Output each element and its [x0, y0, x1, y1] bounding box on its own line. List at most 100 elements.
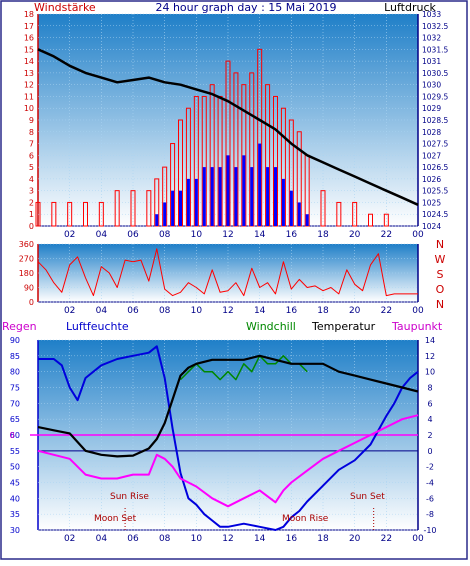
- y-left-tick-label: 85: [10, 352, 20, 361]
- y-left-tick-label: 12: [24, 81, 34, 90]
- y-left-tick-label: 10: [24, 104, 34, 113]
- compass-label: S: [437, 268, 444, 281]
- y-right-tick-label: 1028: [422, 128, 441, 137]
- y-right-tick-label: -8: [426, 510, 434, 519]
- y-left-tick-label: 13: [24, 69, 34, 78]
- y-right-tick-label: -4: [426, 479, 434, 488]
- windchill-line: [179, 355, 308, 381]
- y-left-tick-label: 15: [24, 45, 34, 54]
- gust-bar: [171, 190, 175, 226]
- y-left-tick-label: 16: [24, 34, 34, 43]
- x-tick-label: 16: [286, 534, 298, 544]
- x-tick-label: 22: [381, 306, 392, 316]
- gust-bar: [202, 167, 206, 226]
- y-right-tick-label: 1026.5: [422, 163, 448, 172]
- y-left-tick-label: 0: [29, 222, 34, 231]
- rain-zero-label: 0: [9, 431, 14, 440]
- y-right-tick-label: 12: [425, 352, 435, 361]
- x-tick-label: 18: [317, 230, 329, 240]
- y-left-tick-label: 45: [10, 479, 20, 488]
- x-tick-label: 12: [222, 534, 233, 544]
- header-right-label: Luftdruck: [384, 1, 436, 14]
- gust-bar: [242, 155, 246, 226]
- wind-bar: [35, 201, 41, 227]
- gust-bar: [258, 143, 262, 226]
- gust-bar: [226, 155, 230, 226]
- wind-bar: [352, 201, 358, 227]
- y-left-tick-label: 14: [24, 57, 34, 66]
- header-left-label: Windstärke: [34, 1, 96, 14]
- y-left-tick-label: 4: [29, 175, 34, 184]
- temperature-line: [37, 354, 419, 458]
- y-left-tick-label: 35: [10, 510, 20, 519]
- y-left-tick-label: 75: [10, 384, 20, 393]
- panel-temperature-humidity: 02 04 06 08 10 12 14 16 18 20 22 003035404550556065…: [9, 336, 436, 544]
- wind-bar: [83, 201, 88, 227]
- y-left-tick-label: 90: [10, 336, 20, 345]
- x-tick-label: 02: [64, 230, 75, 240]
- x-tick-label: 04: [96, 230, 108, 240]
- y-right-tick-label: 4: [427, 415, 432, 424]
- y-right-tick-label: 1028.5: [422, 116, 448, 125]
- x-tick-label: 08: [159, 306, 171, 316]
- compass-label: N: [436, 238, 444, 251]
- y-left-tick-label: 0: [29, 298, 34, 307]
- y-right-tick-label: 1032.5: [422, 22, 448, 31]
- y-right-tick-label: 1026: [422, 175, 441, 184]
- x-tick-label: 02: [64, 306, 75, 316]
- y-left-tick-label: 8: [29, 128, 34, 137]
- y-right-tick-label: 1033: [422, 10, 441, 19]
- x-tick-label: 10: [191, 230, 203, 240]
- gust-bar: [234, 167, 238, 226]
- wind-bar: [383, 213, 389, 227]
- y-left-tick-label: 1: [29, 210, 34, 219]
- x-tick-label: 20: [349, 534, 361, 544]
- y-right-tick-label: 1029.5: [422, 92, 448, 101]
- y-right-tick-label: 0: [427, 447, 432, 456]
- wind-bar: [130, 190, 136, 227]
- x-tick-label: 10: [191, 534, 203, 544]
- legend-dewpoint: Taupunkt: [391, 320, 443, 333]
- wind-bar: [98, 201, 104, 227]
- gust-bar: [179, 190, 182, 226]
- y-right-tick-label: -6: [426, 494, 434, 503]
- y-left-tick-label: 90: [24, 284, 34, 293]
- y-left-tick-label: 5: [29, 163, 34, 172]
- x-tick-label: 04: [96, 306, 108, 316]
- x-tick-label: 16: [286, 306, 298, 316]
- wind-bar: [336, 201, 342, 227]
- y-right-tick-label: -10: [423, 526, 436, 535]
- y-right-tick-label: 1024.5: [422, 210, 448, 219]
- y-right-tick-label: 1025: [422, 198, 441, 207]
- y-right-tick-label: 10: [425, 368, 435, 377]
- y-left-tick-label: 17: [24, 22, 34, 31]
- y-right-tick-label: 1027.5: [422, 140, 448, 149]
- y-right-tick-label: 2: [427, 431, 432, 440]
- y-left-tick-label: 50: [10, 463, 20, 472]
- x-tick-label: 06: [127, 534, 139, 544]
- y-right-tick-label: 1025.5: [422, 187, 448, 196]
- x-tick-label: 08: [159, 534, 171, 544]
- gust-bar: [289, 190, 293, 226]
- wind-bar: [114, 190, 120, 227]
- y-left-tick-label: 180: [19, 269, 34, 278]
- pressure-line: [37, 48, 419, 206]
- gust-bar: [155, 214, 159, 226]
- y-right-tick-label: 1027: [422, 151, 441, 160]
- gust-bar: [250, 167, 254, 226]
- y-left-tick-label: 18: [24, 10, 34, 19]
- y-right-tick-label: 1024: [422, 222, 441, 231]
- y-left-tick-label: 270: [19, 255, 34, 264]
- y-left-tick-label: 6: [29, 151, 34, 160]
- gust-bar: [274, 167, 277, 226]
- dewpoint-line: [37, 414, 419, 508]
- y-right-tick-label: 6: [427, 399, 432, 408]
- x-tick-label: 22: [381, 534, 392, 544]
- legend-rain: Regen: [2, 320, 37, 333]
- x-tick-label: 14: [254, 306, 266, 316]
- y-right-tick-label: 1030.5: [422, 69, 448, 78]
- y-left-tick-label: 11: [24, 92, 34, 101]
- y-left-tick-label: 40: [10, 494, 20, 503]
